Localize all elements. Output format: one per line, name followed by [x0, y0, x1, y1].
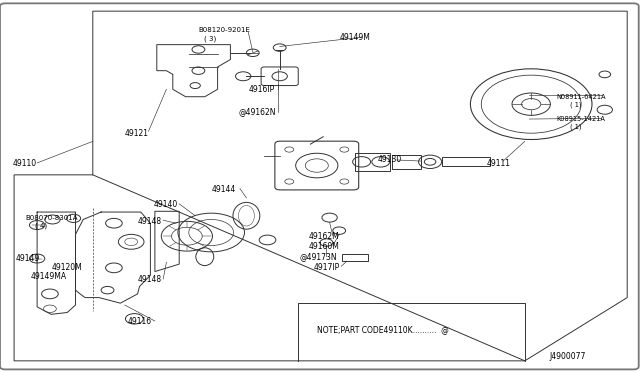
Text: 49140: 49140 [154, 200, 178, 209]
Text: J4900077: J4900077 [549, 352, 586, 361]
Text: 49120M: 49120M [51, 263, 82, 272]
Bar [355, 153, 390, 171]
Bar [392, 155, 421, 169]
Text: B08070-8301A: B08070-8301A [26, 215, 78, 221]
Text: ( 3): ( 3) [204, 36, 216, 42]
Text: 49149MA: 49149MA [31, 272, 67, 281]
Text: 4917IP: 4917IP [314, 263, 340, 272]
Text: 49121: 49121 [125, 129, 149, 138]
Text: 49116: 49116 [128, 317, 152, 326]
Text: 49160M: 49160M [309, 242, 340, 251]
Text: K08915-1421A: K08915-1421A [557, 116, 605, 122]
Text: 49162M: 49162M [309, 232, 340, 241]
Text: ( 1): ( 1) [570, 124, 581, 131]
Bar [442, 157, 490, 166]
FancyBboxPatch shape [0, 3, 639, 369]
Text: NOTE;PART CODE49110K..........  @: NOTE;PART CODE49110K.......... @ [317, 325, 449, 334]
Text: B08120-9201E: B08120-9201E [198, 27, 250, 33]
Text: @49173N: @49173N [300, 252, 337, 261]
Text: ( 4): ( 4) [35, 223, 47, 230]
Text: 49110: 49110 [13, 159, 37, 168]
Text: N08911-6421A: N08911-6421A [557, 94, 606, 100]
Text: 49144: 49144 [211, 185, 236, 194]
Text: 49148: 49148 [138, 217, 162, 226]
Text: ( 1): ( 1) [570, 102, 581, 108]
Bar [342, 254, 368, 261]
Text: 49148: 49148 [138, 275, 162, 284]
Text: 49111: 49111 [486, 159, 511, 168]
Text: 49130: 49130 [378, 155, 402, 164]
Text: 49149: 49149 [16, 254, 40, 263]
Text: 4916IP: 4916IP [248, 85, 275, 94]
Text: @49162N: @49162N [238, 107, 276, 116]
Text: 49149M: 49149M [339, 33, 370, 42]
